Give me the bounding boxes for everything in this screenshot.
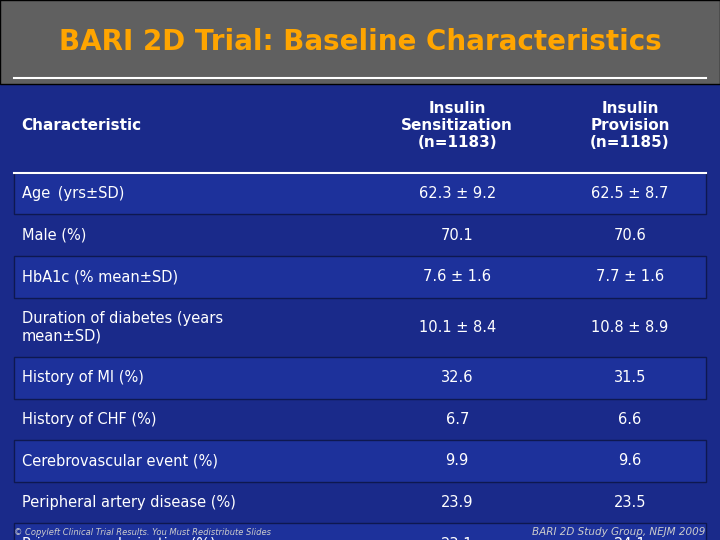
Text: 31.5: 31.5: [614, 370, 646, 385]
Text: 23.1: 23.1: [441, 537, 474, 540]
Text: 32.6: 32.6: [441, 370, 474, 385]
Text: 23.5: 23.5: [613, 495, 647, 510]
Text: 23.9: 23.9: [441, 495, 474, 510]
Text: Insulin
Sensitization
(n=1183): Insulin Sensitization (n=1183): [401, 100, 513, 151]
Text: 70.1: 70.1: [441, 228, 474, 242]
Text: Insulin
Provision
(n=1185): Insulin Provision (n=1185): [590, 100, 670, 151]
Text: History of MI (%): History of MI (%): [22, 370, 143, 385]
Text: © Copyleft Clinical Trial Results. You Must Redistribute Slides: © Copyleft Clinical Trial Results. You M…: [14, 528, 271, 537]
Text: Male (%): Male (%): [22, 228, 86, 242]
FancyBboxPatch shape: [14, 357, 706, 399]
Text: BARI 2D Study Group, NEJM 2009: BARI 2D Study Group, NEJM 2009: [532, 527, 706, 537]
Text: Characteristic: Characteristic: [22, 118, 142, 133]
Text: 10.1 ± 8.4: 10.1 ± 8.4: [418, 320, 496, 335]
Text: 9.9: 9.9: [446, 454, 469, 468]
Text: 7.7 ± 1.6: 7.7 ± 1.6: [596, 269, 664, 284]
Text: 6.6: 6.6: [618, 412, 642, 427]
FancyBboxPatch shape: [0, 0, 720, 84]
Text: History of CHF (%): History of CHF (%): [22, 412, 156, 427]
FancyBboxPatch shape: [14, 256, 706, 298]
Text: 24.1: 24.1: [613, 537, 647, 540]
Text: 7.6 ± 1.6: 7.6 ± 1.6: [423, 269, 491, 284]
Text: 70.6: 70.6: [613, 228, 647, 242]
Text: 9.6: 9.6: [618, 454, 642, 468]
Text: Duration of diabetes (years
mean±SD): Duration of diabetes (years mean±SD): [22, 311, 222, 343]
Text: Peripheral artery disease (%): Peripheral artery disease (%): [22, 495, 235, 510]
Text: 10.8 ± 8.9: 10.8 ± 8.9: [591, 320, 669, 335]
FancyBboxPatch shape: [14, 523, 706, 540]
Text: BARI 2D Trial: Baseline Characteristics: BARI 2D Trial: Baseline Characteristics: [58, 28, 662, 56]
Text: 62.3 ± 9.2: 62.3 ± 9.2: [418, 186, 496, 201]
FancyBboxPatch shape: [14, 440, 706, 482]
Text: 6.7: 6.7: [446, 412, 469, 427]
Text: 62.5 ± 8.7: 62.5 ± 8.7: [591, 186, 669, 201]
Text: Age  (yrs±SD): Age (yrs±SD): [22, 186, 124, 201]
Text: Cerebrovascular event (%): Cerebrovascular event (%): [22, 454, 217, 468]
Text: Prior revascularization (%): Prior revascularization (%): [22, 537, 215, 540]
FancyBboxPatch shape: [14, 173, 706, 214]
Text: HbA1c (% mean±SD): HbA1c (% mean±SD): [22, 269, 178, 284]
